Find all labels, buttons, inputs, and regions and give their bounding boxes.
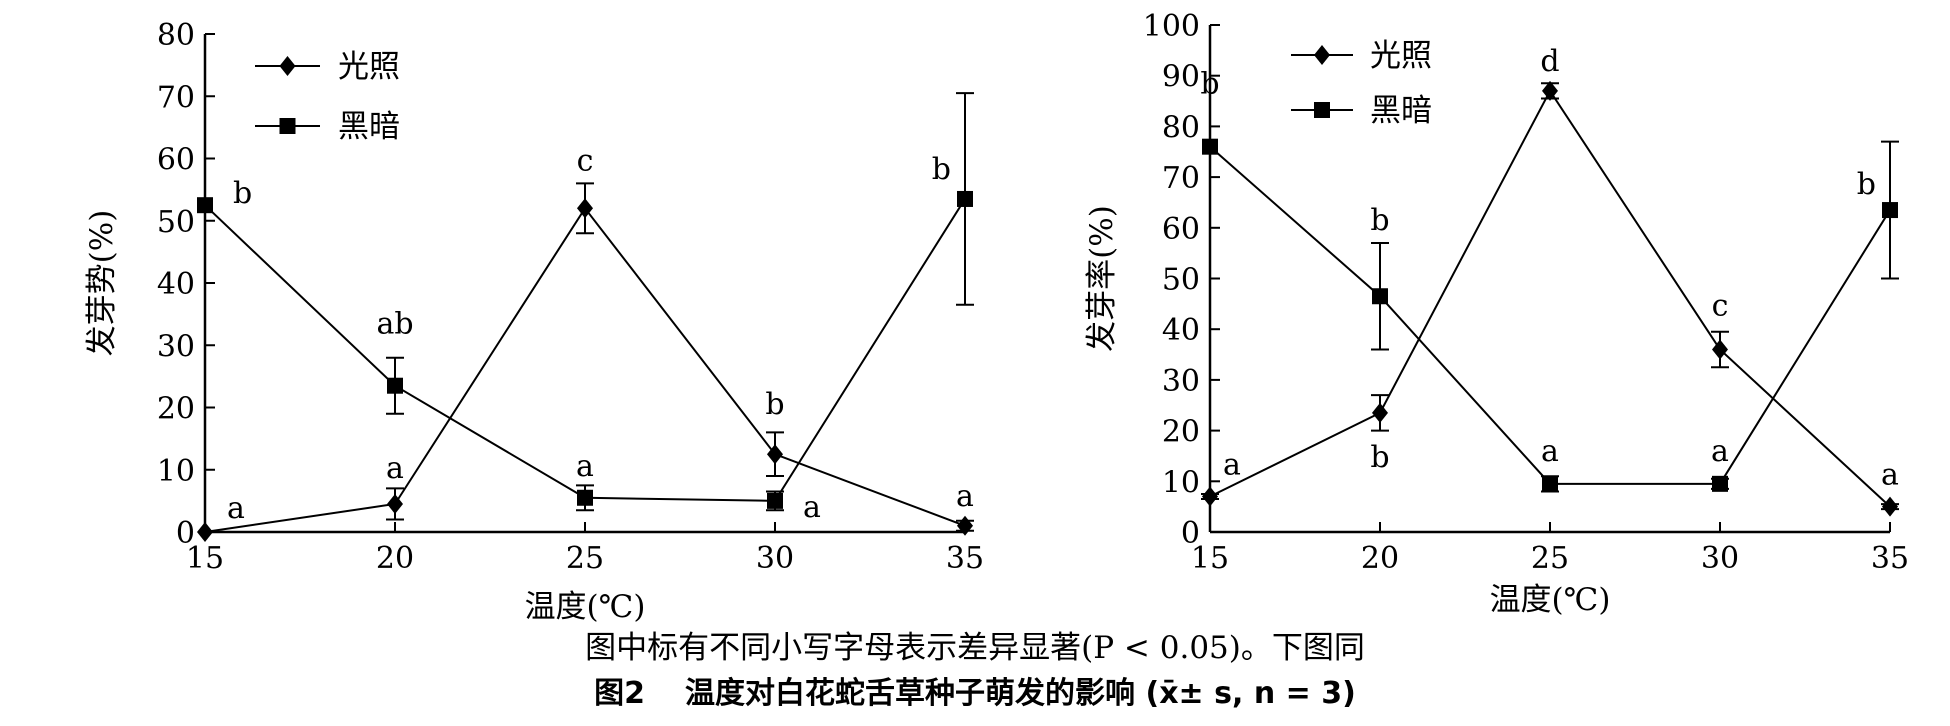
chart2-significance-label: b <box>1370 203 1389 238</box>
chart1-legend-label: 黑暗 <box>338 109 400 145</box>
chart2-point-diamond <box>1542 80 1558 101</box>
chart1-significance-label: ab <box>376 307 413 342</box>
chart1-y-tick-label: 40 <box>157 267 195 302</box>
chart2-y-tick-label: 70 <box>1162 161 1200 196</box>
chart2-significance-label: a <box>1881 458 1899 493</box>
chart2-y-tick-label: 10 <box>1162 465 1200 500</box>
chart1-point-square <box>957 190 973 207</box>
figure-note: 图中标有不同小写字母表示差异显著(P < 0.05)。下图同 <box>585 630 1365 666</box>
chart2-point-square <box>1202 138 1218 155</box>
chart1-significance-label: b <box>233 176 252 211</box>
chart2-y-tick-label: 20 <box>1162 415 1200 450</box>
chart2-point-diamond <box>1882 496 1898 517</box>
chart2-point-diamond <box>1202 486 1218 507</box>
figure-caption: 图2 温度对白花蛇舌草种子萌发的影响 (x̄± s, n = 3) <box>0 668 1950 712</box>
chart2-legend-label: 光照 <box>1370 38 1432 74</box>
chart1-x-tick-label: 35 <box>946 541 984 576</box>
chart1-significance-label: b <box>932 152 951 187</box>
chart2-x-axis-label: 温度(℃) <box>1490 582 1611 618</box>
chart2-y-tick-label: 30 <box>1162 364 1200 399</box>
chart1-point-square <box>197 197 213 214</box>
chart2-significance-label: a <box>1541 434 1559 469</box>
chart1-significance-label: a <box>386 451 404 486</box>
chart2-legend-square-marker <box>1314 102 1330 118</box>
chart2-y-tick-label: 50 <box>1162 263 1200 298</box>
chart1-y-tick-label: 50 <box>157 205 195 240</box>
chart1-point-diamond <box>387 493 403 514</box>
chart1-x-tick-label: 15 <box>186 541 224 576</box>
chart2-y-tick-label: 40 <box>1162 313 1200 348</box>
chart1-y-tick-label: 30 <box>157 329 195 364</box>
chart2-legend-label: 黑暗 <box>1370 93 1432 129</box>
chart1-point-square <box>577 489 593 506</box>
chart1-y-axis-label: 发芽势(%) <box>84 210 120 357</box>
chart1-significance-label: a <box>227 491 245 526</box>
chart1-significance-label: b <box>765 387 784 422</box>
chart1-legend-square-marker <box>279 118 296 134</box>
chart1-legend-label: 光照 <box>338 49 400 85</box>
figure-title: 温度对白花蛇舌草种子萌发的影响 (x̄± s, n = 3) <box>685 676 1356 711</box>
chart1-point-square <box>387 377 403 394</box>
chart1-significance-label: a <box>576 449 594 484</box>
chart2-y-tick-label: 60 <box>1162 212 1200 247</box>
chart1-significance-label: c <box>577 143 594 178</box>
chart2-y-tick-label: 0 <box>1181 516 1200 551</box>
chart1-point-diamond <box>197 522 213 542</box>
chart2-y-tick-label: 80 <box>1162 110 1200 145</box>
chart2-x-tick-label: 30 <box>1701 541 1739 576</box>
chart2-point-square <box>1882 202 1898 219</box>
chart2-y-tick-label: 90 <box>1162 60 1200 95</box>
chart1-y-tick-label: 20 <box>157 392 195 427</box>
chart2-y-tick-label: 100 <box>1143 9 1200 44</box>
chart2-x-tick-label: 15 <box>1191 541 1229 576</box>
chart1-legend-diamond-marker <box>279 56 296 76</box>
chart2-point-square <box>1542 475 1558 492</box>
chart2-significance-label: b <box>1370 440 1389 475</box>
chart2-x-tick-label: 25 <box>1531 541 1569 576</box>
chart1-point-diamond <box>767 444 783 465</box>
chart1-point-diamond <box>577 198 593 219</box>
chart2-point-diamond <box>1712 339 1728 360</box>
chart2-significance-label: d <box>1540 44 1559 79</box>
chart1-point-diamond <box>957 515 973 536</box>
chart1-y-tick-label: 80 <box>157 18 195 53</box>
chart1-point-square <box>767 492 783 509</box>
chart2-y-axis-label: 发芽率(%) <box>1084 205 1120 352</box>
chart1-x-tick-label: 25 <box>566 541 604 576</box>
chart1-y-tick-label: 70 <box>157 80 195 115</box>
chart2-x-tick-label: 35 <box>1871 541 1909 576</box>
chart1-x-tick-label: 20 <box>376 541 414 576</box>
chart2-significance-label: a <box>1223 448 1241 483</box>
chart2-significance-label: c <box>1712 288 1729 323</box>
chart2-x-tick-label: 20 <box>1361 541 1399 576</box>
chart1-y-tick-label: 10 <box>157 454 195 489</box>
chart2-significance-label: b <box>1200 67 1219 102</box>
figure-number: 图2 <box>594 676 646 711</box>
chart2-legend-diamond-marker <box>1314 45 1330 65</box>
chart2-significance-label: b <box>1857 167 1876 202</box>
chart1-x-tick-label: 30 <box>756 541 794 576</box>
chart2-point-square <box>1372 288 1388 305</box>
chart1-y-tick-label: 60 <box>157 143 195 178</box>
chart2-significance-label: a <box>1711 434 1729 469</box>
chart1-y-tick-label: 0 <box>176 516 195 551</box>
chart1-significance-label: a <box>956 479 974 514</box>
chart1-x-axis-label: 温度(℃) <box>525 589 646 625</box>
chart1-significance-label: a <box>803 490 821 525</box>
chart2-point-square <box>1712 475 1728 492</box>
chart2-point-diamond <box>1372 402 1388 423</box>
